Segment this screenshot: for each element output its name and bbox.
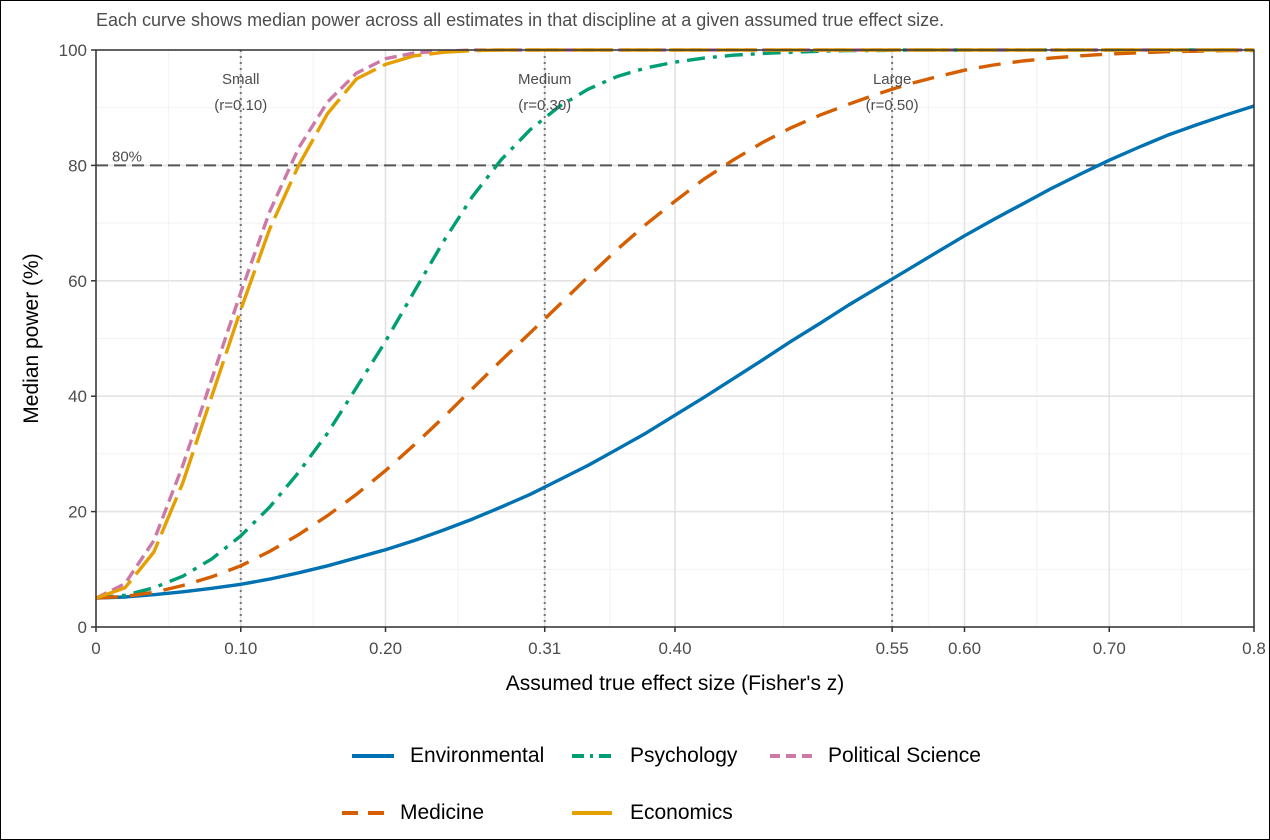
ref-label-2-r: (r=0.50) <box>866 97 919 114</box>
y-tick-label: 60 <box>68 272 87 291</box>
series-line-environmental <box>95 104 1255 600</box>
x-tick-label: 0 <box>91 639 100 658</box>
series-line-medicine <box>95 48 1254 600</box>
y-tick-label: 80 <box>68 156 87 175</box>
x-tick-label: 0.8 <box>1242 639 1266 658</box>
x-tick-label: 0.31 <box>528 639 561 658</box>
x-tick-label: 0.55 <box>876 639 909 658</box>
y-tick-label: 100 <box>59 41 87 60</box>
x-axis-title: Assumed true effect size (Fisher's z) <box>506 672 845 695</box>
ref-label-0-name: Small <box>222 71 260 88</box>
x-tick-label: 0.20 <box>369 639 402 658</box>
ref-label-1-name: Medium <box>518 71 571 88</box>
x-tick-label: 0.60 <box>948 639 981 658</box>
y-tick-label: 40 <box>68 387 87 406</box>
y-tick-label: 0 <box>78 618 87 637</box>
x-tick-label: 0.40 <box>658 639 691 658</box>
y-tick-label: 20 <box>68 503 87 522</box>
reference-line-label: 80% <box>112 148 142 165</box>
series-line-psychology <box>95 48 1254 600</box>
ref-label-2-name: Large <box>873 71 911 88</box>
x-tick-label: 0.70 <box>1093 639 1126 658</box>
ref-label-1-r: (r=0.30) <box>518 97 571 114</box>
ref-label-0-r: (r=0.10) <box>214 97 267 114</box>
x-tick-label: 0.10 <box>224 639 257 658</box>
chart-subtitle: Each curve shows median power across all… <box>96 10 945 30</box>
y-axis-title: Median power (%) <box>20 253 43 423</box>
